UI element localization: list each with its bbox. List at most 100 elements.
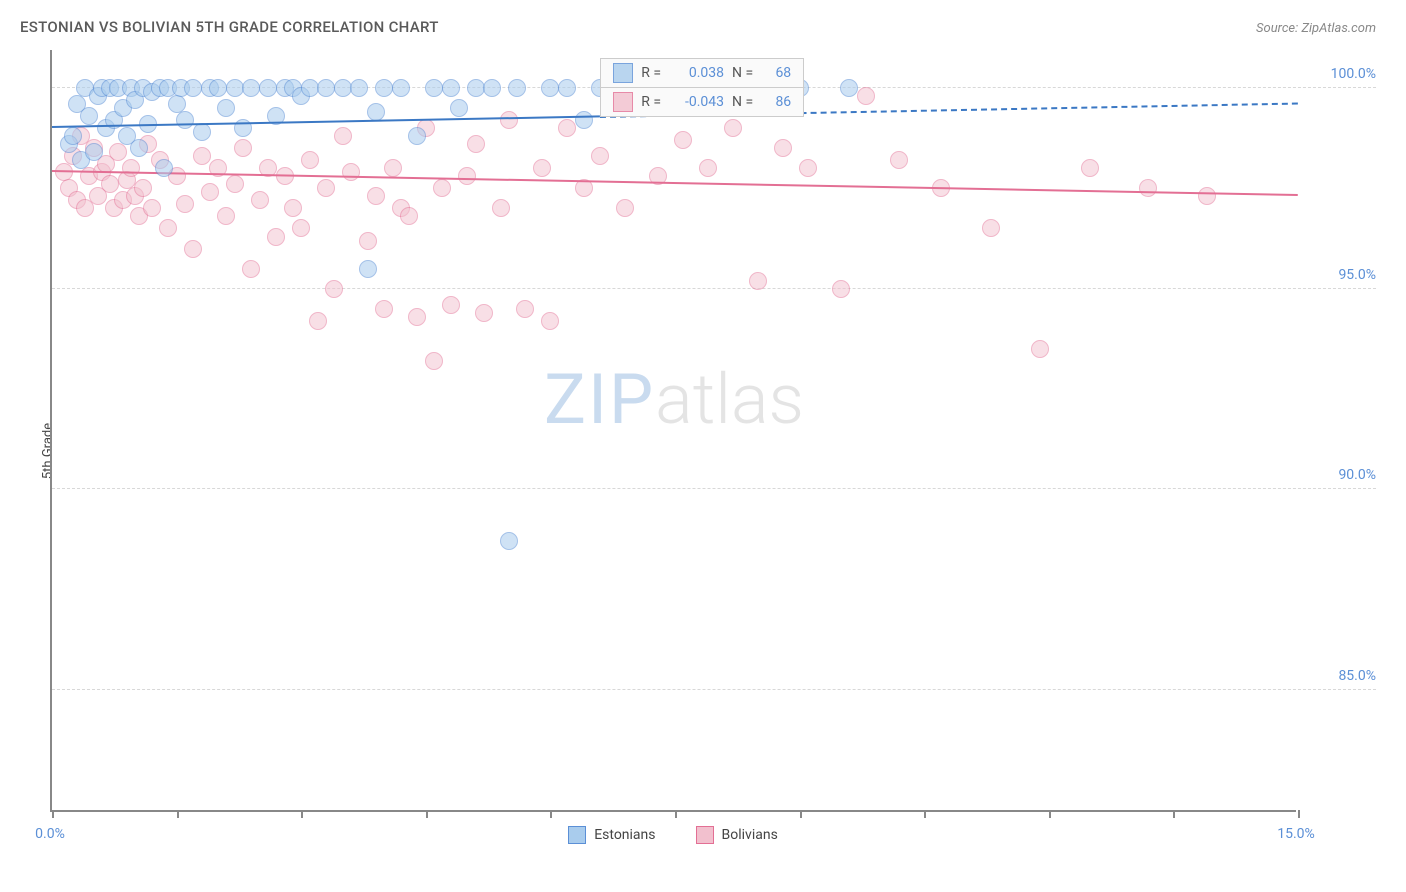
point-bolivians — [367, 187, 385, 205]
point-bolivians — [159, 219, 177, 237]
point-estonians — [217, 99, 235, 117]
point-bolivians — [774, 139, 792, 157]
point-estonians — [575, 111, 593, 129]
point-estonians — [85, 143, 103, 161]
point-bolivians — [193, 147, 211, 165]
trendline-estonians — [52, 116, 600, 129]
point-bolivians — [284, 199, 302, 217]
point-bolivians — [226, 175, 244, 193]
n-label: N = — [732, 65, 753, 81]
x-tick-label: 0.0% — [35, 826, 65, 842]
n-label: N = — [732, 94, 753, 110]
legend-label-estonians: Estonians — [594, 827, 655, 843]
point-estonians — [226, 79, 244, 97]
x-tick — [550, 810, 552, 818]
point-bolivians — [492, 199, 510, 217]
x-tick — [1049, 810, 1051, 818]
point-bolivians — [1139, 179, 1157, 197]
gridline-h — [52, 288, 1376, 289]
point-bolivians — [674, 131, 692, 149]
x-tick — [675, 810, 677, 818]
legend-item-bolivians: Bolivians — [696, 826, 778, 844]
point-bolivians — [724, 119, 742, 137]
point-bolivians — [433, 179, 451, 197]
x-tick — [52, 810, 54, 818]
r-label: R = — [641, 65, 661, 81]
point-estonians — [483, 79, 501, 97]
point-bolivians — [857, 87, 875, 105]
point-estonians — [840, 79, 858, 97]
point-bolivians — [799, 159, 817, 177]
y-tick-label: 90.0% — [1338, 467, 1376, 483]
point-estonians — [450, 99, 468, 117]
point-bolivians — [201, 183, 219, 201]
point-bolivians — [832, 280, 850, 298]
point-bolivians — [458, 167, 476, 185]
series-legend: Estonians Bolivians — [50, 826, 1296, 844]
point-bolivians — [541, 312, 559, 330]
point-estonians — [259, 79, 277, 97]
point-bolivians — [242, 260, 260, 278]
stats-swatch-bolivians — [613, 92, 633, 112]
point-estonians — [334, 79, 352, 97]
point-bolivians — [251, 191, 269, 209]
point-bolivians — [325, 280, 343, 298]
x-tick — [924, 810, 926, 818]
point-bolivians — [292, 219, 310, 237]
point-bolivians — [317, 179, 335, 197]
point-estonians — [350, 79, 368, 97]
point-bolivians — [143, 199, 161, 217]
point-estonians — [392, 79, 410, 97]
point-bolivians — [234, 139, 252, 157]
point-bolivians — [890, 151, 908, 169]
point-bolivians — [699, 159, 717, 177]
point-bolivians — [591, 147, 609, 165]
y-tick-label: 95.0% — [1338, 267, 1376, 283]
watermark-atlas: atlas — [655, 359, 804, 441]
legend-swatch-estonians — [568, 826, 586, 844]
point-bolivians — [342, 163, 360, 181]
chart-title: ESTONIAN VS BOLIVIAN 5TH GRADE CORRELATI… — [20, 18, 439, 36]
point-bolivians — [334, 127, 352, 145]
point-estonians — [155, 159, 173, 177]
plot-area: ZIPatlas R =0.038N =68R =-0.043N =86 — [50, 50, 1296, 812]
y-tick-label: 85.0% — [1338, 668, 1376, 684]
point-estonians — [508, 79, 526, 97]
point-bolivians — [301, 151, 319, 169]
stats-legend: R =0.038N =68R =-0.043N =86 — [600, 58, 804, 117]
point-bolivians — [1031, 340, 1049, 358]
gridline-h — [52, 689, 1376, 690]
point-estonians — [317, 79, 335, 97]
x-tick — [426, 810, 428, 818]
stats-row-bolivians: R =-0.043N =86 — [601, 88, 803, 116]
point-estonians — [209, 79, 227, 97]
stats-row-estonians: R =0.038N =68 — [601, 59, 803, 88]
point-bolivians — [467, 135, 485, 153]
point-bolivians — [425, 352, 443, 370]
point-bolivians — [500, 111, 518, 129]
point-estonians — [80, 107, 98, 125]
point-bolivians — [101, 175, 119, 193]
watermark-zip: ZIP — [544, 359, 655, 441]
y-tick-label: 100.0% — [1331, 66, 1376, 82]
x-tick — [800, 810, 802, 818]
point-bolivians — [1198, 187, 1216, 205]
point-bolivians — [309, 312, 327, 330]
point-bolivians — [176, 195, 194, 213]
r-value: -0.043 — [669, 94, 724, 110]
point-bolivians — [533, 159, 551, 177]
x-tick — [177, 810, 179, 818]
point-bolivians — [184, 240, 202, 258]
point-bolivians — [384, 159, 402, 177]
legend-swatch-bolivians — [696, 826, 714, 844]
point-bolivians — [122, 159, 140, 177]
point-bolivians — [982, 219, 1000, 237]
point-estonians — [242, 79, 260, 97]
point-bolivians — [359, 232, 377, 250]
r-label: R = — [641, 94, 661, 110]
point-estonians — [184, 79, 202, 97]
source-name: ZipAtlas.com — [1301, 21, 1376, 36]
n-value: 68 — [761, 65, 791, 81]
point-estonians — [500, 532, 518, 550]
source-prefix: Source: — [1256, 21, 1301, 36]
